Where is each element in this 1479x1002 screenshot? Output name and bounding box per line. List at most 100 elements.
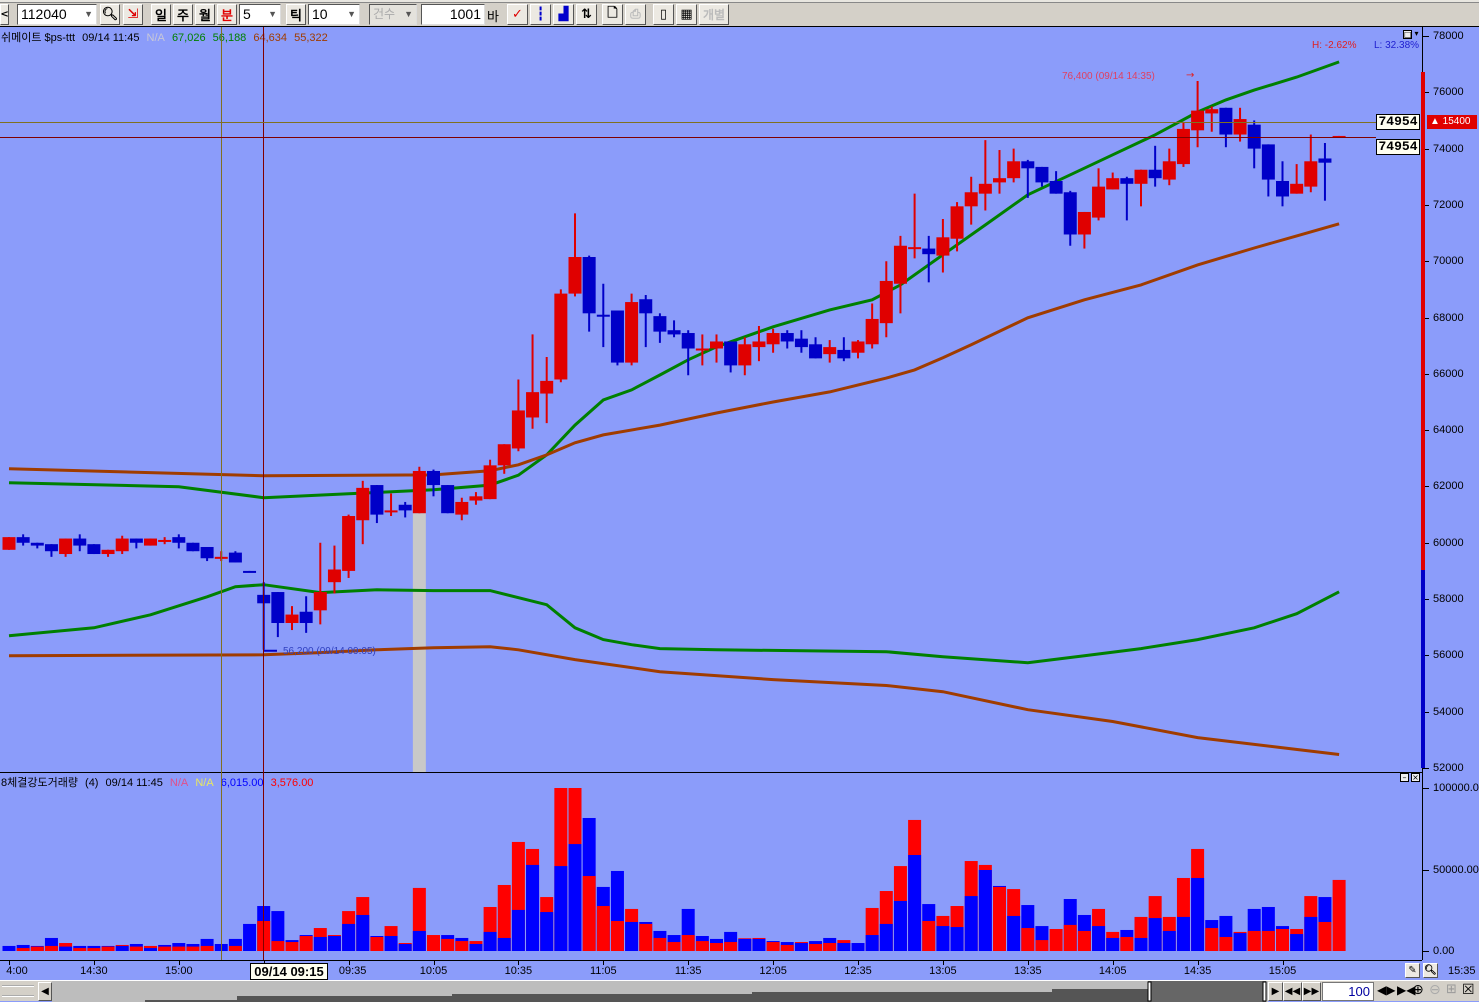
candle[interactable] <box>936 219 950 273</box>
volume-slot[interactable] <box>1134 916 1148 951</box>
candle[interactable] <box>1134 169 1148 207</box>
volume-slot[interactable] <box>441 935 455 951</box>
volume-slot[interactable] <box>950 906 964 951</box>
candle[interactable] <box>228 551 242 563</box>
indicator-button[interactable]: ▯ <box>653 4 674 25</box>
volume-slot[interactable] <box>469 941 483 951</box>
grid-button[interactable]: ▦ <box>676 4 697 25</box>
period-minute-button[interactable]: 분 <box>217 4 237 25</box>
tick-combo[interactable]: 10 ▼ <box>308 4 360 25</box>
candle[interactable] <box>1148 145 1162 187</box>
candle[interactable] <box>554 289 568 383</box>
candle[interactable] <box>922 235 936 283</box>
volume-slot[interactable] <box>101 945 115 951</box>
candle[interactable] <box>780 330 794 349</box>
volume-slot[interactable] <box>16 944 30 951</box>
volume-slot[interactable] <box>228 938 242 951</box>
volume-minimize-button[interactable]: – <box>1400 773 1409 782</box>
zoom-in-icon[interactable]: ⊕ <box>1412 982 1424 998</box>
fast-back-button[interactable]: ◀◀ <box>1283 982 1302 1001</box>
price-chart[interactable] <box>0 27 1422 772</box>
fit-screen-icon[interactable]: ⊞ <box>1446 982 1457 997</box>
volume-slot[interactable] <box>1120 929 1134 951</box>
volume-slot[interactable] <box>823 937 837 951</box>
candle[interactable] <box>101 549 115 557</box>
print-button[interactable]: ⎙ <box>625 4 646 25</box>
volume-slot[interactable] <box>1092 908 1106 951</box>
volume-slot[interactable] <box>964 861 978 951</box>
candle[interactable] <box>724 341 738 373</box>
volume-slot[interactable] <box>1176 877 1190 951</box>
candle[interactable] <box>511 379 525 452</box>
candle[interactable] <box>865 303 879 349</box>
candle[interactable] <box>1219 107 1233 148</box>
volume-slot[interactable] <box>908 819 922 951</box>
volume-slot[interactable] <box>144 945 157 951</box>
volume-slot[interactable] <box>87 945 101 951</box>
candle[interactable] <box>1247 120 1261 169</box>
prev-button[interactable]: < <box>0 4 9 25</box>
candle[interactable] <box>1092 168 1106 221</box>
volume-slot[interactable] <box>766 941 780 951</box>
candle[interactable] <box>356 480 370 545</box>
volume-slot[interactable] <box>922 904 936 951</box>
candle[interactable] <box>285 606 299 631</box>
candle[interactable] <box>766 328 780 353</box>
candle[interactable] <box>893 235 907 314</box>
candle[interactable] <box>1106 172 1120 190</box>
volume-slot[interactable] <box>1191 848 1205 951</box>
volume-slot[interactable] <box>370 936 384 951</box>
volume-slot[interactable] <box>455 937 469 951</box>
candle[interactable] <box>73 534 87 552</box>
volume-slot[interactable] <box>1290 928 1304 951</box>
candle[interactable] <box>596 283 610 348</box>
volume-slot[interactable] <box>794 942 808 951</box>
candle[interactable] <box>1120 176 1134 221</box>
candle[interactable] <box>1205 106 1219 132</box>
candle[interactable] <box>837 337 851 362</box>
volume-slot[interactable] <box>271 911 285 951</box>
volume-slot[interactable] <box>893 866 907 951</box>
volume-slot[interactable] <box>412 887 426 951</box>
candle[interactable] <box>639 295 653 348</box>
candle[interactable] <box>1049 171 1063 194</box>
candle[interactable] <box>526 334 540 429</box>
candle[interactable] <box>851 340 865 359</box>
volume-chart[interactable] <box>0 773 1422 960</box>
volume-slot[interactable] <box>978 864 992 951</box>
volume-slot[interactable] <box>625 908 639 951</box>
volume-slot[interactable] <box>809 941 823 951</box>
volume-slot[interactable] <box>540 897 554 951</box>
individual-button[interactable]: 개별 <box>699 4 729 25</box>
volume-slot[interactable] <box>30 945 44 951</box>
volume-slot[interactable] <box>1332 879 1346 951</box>
candle[interactable] <box>30 542 44 549</box>
candle[interactable] <box>1276 161 1289 207</box>
order-button[interactable]: ⇅ <box>576 4 597 25</box>
period-week-button[interactable]: 주 <box>173 4 193 25</box>
volume-slot[interactable] <box>837 940 851 951</box>
volume-slot[interactable] <box>243 923 257 951</box>
volume-slot[interactable] <box>1304 896 1318 951</box>
scroll-right-button[interactable]: ▶ <box>1268 982 1283 1001</box>
tick-button[interactable]: 틱 <box>286 4 306 25</box>
candle[interactable] <box>667 320 681 338</box>
candle[interactable] <box>427 469 440 497</box>
volume-slot[interactable] <box>1148 896 1162 951</box>
volume-slot[interactable] <box>497 884 511 951</box>
volume-slot[interactable] <box>1162 916 1176 951</box>
volume-slot[interactable] <box>695 936 709 951</box>
expand-horizontal-icon[interactable]: ◀▶ <box>1377 983 1396 997</box>
candle[interactable] <box>16 534 30 546</box>
candle[interactable] <box>540 356 554 424</box>
candle[interactable] <box>1290 164 1304 194</box>
candle[interactable] <box>568 213 582 297</box>
volume-slot[interactable] <box>780 942 794 951</box>
volume-slot[interactable] <box>710 938 723 951</box>
volume-slot[interactable] <box>44 937 58 951</box>
candle[interactable] <box>1304 134 1318 193</box>
volume-slot[interactable] <box>483 906 497 951</box>
candle[interactable] <box>823 340 837 363</box>
volume-slot[interactable] <box>299 935 313 951</box>
volume-slot[interactable] <box>384 926 398 951</box>
